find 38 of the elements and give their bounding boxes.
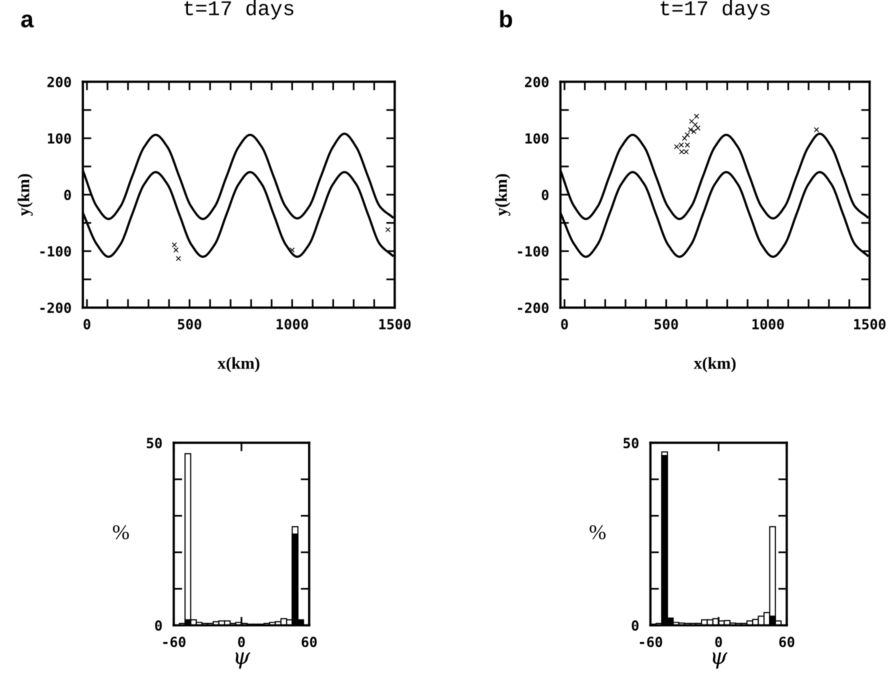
x-axis-title: x(km) [694,357,736,372]
y-tick-label: -100 [518,246,548,257]
y-tick-label: -200 [518,302,548,314]
x-axis-title: ψ [712,652,728,669]
x-tick-label: 0 [84,318,90,330]
y-tick-label: 100 [48,133,71,144]
x-tick-label: 0 [715,636,722,648]
y-tick-label: 0 [64,190,71,200]
x-tick-label: 60 [302,636,317,648]
y-tick-label: 100 [526,133,548,144]
y-tick-label: 0 [542,190,548,200]
y-tick-label: 200 [525,76,548,88]
x-tick-label: 0 [561,318,568,330]
y-axis-title: % [590,525,606,540]
y-tick-label: 200 [47,76,71,88]
y-axis-title: y(km) [495,174,510,216]
chart-title: t=17 days [660,0,770,20]
y-tick-label: -200 [40,302,71,314]
x-tick-label: 1000 [752,318,784,330]
y-tick-label: -100 [40,246,71,257]
x-tick-label: 0 [238,636,245,648]
x-tick-label: -60 [163,636,186,648]
x-tick-label: 60 [779,636,794,648]
x-tick-label: 1500 [854,318,886,330]
x-tick-label: 500 [654,318,678,330]
x-tick-label: -60 [640,636,662,648]
text: a [21,14,34,28]
y-tick-label: 50 [146,438,162,448]
x-axis-title: x(km) [218,357,260,372]
chart-title: t=17 days [184,0,294,20]
y-tick-label: 50 [624,438,638,448]
text: b [500,10,512,28]
x-tick-label: 1500 [379,318,411,330]
x-axis-title: ψ [236,652,250,669]
x-tick-label: 500 [178,318,202,330]
x-tick-label: 1000 [276,318,308,330]
y-axis-title: % [112,525,129,540]
y-axis-title: y(km) [18,174,33,216]
